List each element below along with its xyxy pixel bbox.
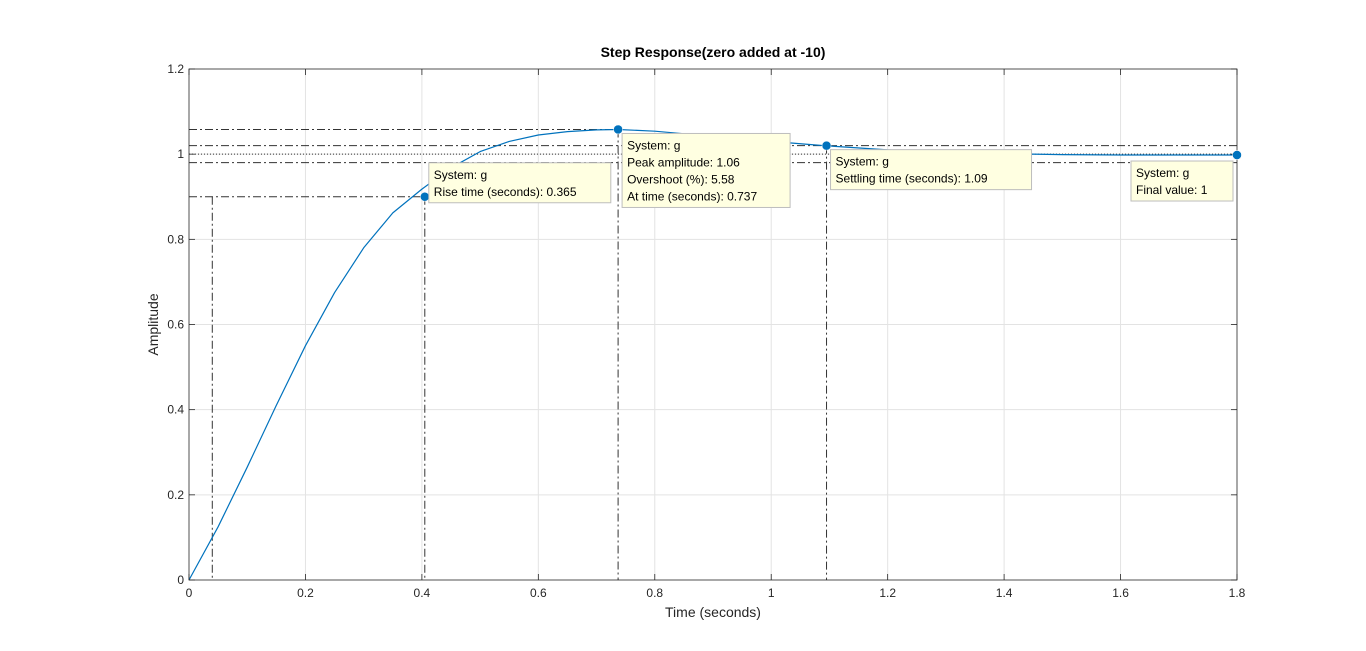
data-tip-line: Final value: 1 (1136, 183, 1208, 197)
data-tip-box (428, 162, 612, 204)
y-tick-label: 0.8 (167, 232, 184, 246)
data-tip-line: Peak amplitude: 1.06 (627, 155, 740, 169)
data-tip-line: Rise time (seconds): 0.365 (434, 185, 577, 199)
chart-title: Step Response(zero added at -10) (601, 44, 826, 60)
data-tip-line: Overshoot (%): 5.58 (627, 172, 735, 186)
x-tick-label: 0.8 (646, 586, 663, 600)
data-tip-line: System: g (1136, 166, 1189, 180)
y-tick-label: 1.2 (167, 62, 184, 76)
y-tick-label: 0.2 (167, 488, 184, 502)
data-tip: System: g Final value: 1 (1130, 160, 1234, 202)
x-tick-label: 1 (768, 586, 775, 600)
data-marker[interactable] (821, 140, 832, 151)
data-tip: System: g Rise time (seconds): 0.365 (428, 162, 612, 204)
x-tick-label: 1.4 (996, 586, 1013, 600)
axes: 0 0.2 0.4 0.6 0.8 1 1.2 1.4 1.6 1.8 0 0.2 0.4 0.6 0.8 1… (167, 62, 1245, 600)
x-tick-label: 0 (186, 586, 193, 600)
data-markers[interactable] (420, 124, 1242, 202)
x-tick-label: 0.2 (297, 586, 314, 600)
data-marker[interactable] (1232, 150, 1242, 160)
data-tip-line: Settling time (seconds): 1.09 (836, 172, 988, 186)
x-tick-label: 0.4 (414, 586, 431, 600)
data-tip-line: At time (seconds): 0.737 (627, 189, 757, 203)
y-axis-label: Amplitude (145, 293, 161, 355)
data-tip-box (830, 149, 1033, 191)
x-tick-label: 1.2 (879, 586, 896, 600)
data-marker[interactable] (420, 192, 430, 202)
data-tip-line: System: g (434, 168, 487, 182)
x-tick-label: 0.6 (530, 586, 547, 600)
data-tip-line: System: g (836, 155, 889, 169)
data-tip-box (621, 132, 791, 208)
y-tick-label: 1 (177, 147, 184, 161)
x-tick-label: 1.6 (1112, 586, 1129, 600)
data-tip-box (1130, 160, 1234, 202)
data-tip-line: System: g (627, 138, 680, 152)
x-tick-label: 1.8 (1229, 586, 1246, 600)
y-tick-label: 0.6 (167, 318, 184, 332)
data-tip: System: g Peak amplitude: 1.06 Overshoot (… (621, 132, 791, 208)
y-tick-label: 0 (177, 573, 184, 587)
x-axis-label: Time (seconds) (665, 604, 761, 620)
data-marker[interactable] (613, 124, 623, 135)
y-tick-label: 0.4 (167, 403, 184, 417)
data-tip: System: g Settling time (seconds): 1.09 (830, 149, 1033, 191)
